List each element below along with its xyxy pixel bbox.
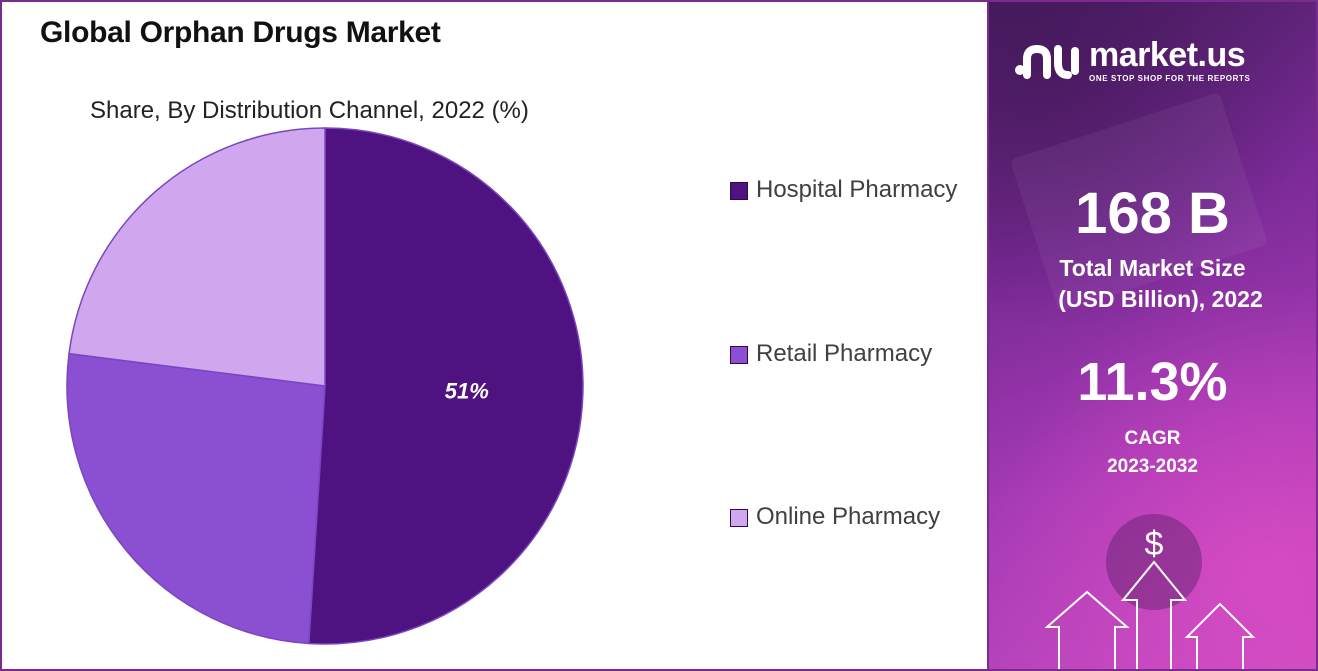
legend-label-hospital-pharmacy: Hospital Pharmacy xyxy=(756,176,958,203)
chart-panel: Global Orphan Drugs Market Share, By Dis… xyxy=(2,2,987,669)
market-size-label-line1: Total Market Size xyxy=(1059,255,1246,281)
chart-subtitle: Share, By Distribution Channel, 2022 (%) xyxy=(90,97,529,124)
cagr-value: 11.3% xyxy=(1077,352,1228,412)
pie-slice-hospital-pharmacy xyxy=(308,127,584,645)
legend-item-hospital-pharmacy: Hospital Pharmacy xyxy=(730,172,996,208)
chart-title: Global Orphan Drugs Market xyxy=(40,16,441,49)
pie-slice-online-pharmacy xyxy=(68,127,326,387)
data-label-hospital-pharmacy: 51% xyxy=(445,378,489,403)
legend-item-online-pharmacy: Online Pharmacy xyxy=(730,499,996,535)
background-decoration: $ xyxy=(1011,93,1267,669)
up-arrow-icon xyxy=(1044,560,1256,669)
legend-label-online-pharmacy: Online Pharmacy xyxy=(756,503,941,530)
cagr-period: 2023-2032 xyxy=(1107,456,1198,477)
market-size-value: 168 B xyxy=(1075,181,1230,246)
legend-label-retail-pharmacy: Retail Pharmacy xyxy=(756,340,933,367)
svg-text:$: $ xyxy=(1145,525,1164,563)
dollar-icon: $ xyxy=(1145,525,1164,563)
panel-divider xyxy=(987,0,989,671)
pie-slice-retail-pharmacy xyxy=(66,352,326,645)
legend-swatch-hospital-pharmacy xyxy=(730,182,748,200)
market-us-logo-icon xyxy=(1015,44,1079,79)
brand-logo: market.us ONE STOP SHOP FOR THE REPORTS xyxy=(1013,38,1250,83)
cagr-label: CAGR xyxy=(1124,428,1181,449)
brand-name: market.us xyxy=(1089,36,1246,74)
brand-tagline: ONE STOP SHOP FOR THE REPORTS xyxy=(1089,74,1251,83)
market-size-label-line2: (USD Billion), 2022 xyxy=(1058,286,1263,312)
legend-item-retail-pharmacy: Retail Pharmacy xyxy=(730,336,996,372)
pie-chart: 51% xyxy=(66,127,584,645)
summary-panel: $ market.us ONE STOP SHOP FOR THE REPORT… xyxy=(989,2,1316,669)
legend-swatch-retail-pharmacy xyxy=(730,346,748,364)
legend-swatch-online-pharmacy xyxy=(730,509,748,527)
